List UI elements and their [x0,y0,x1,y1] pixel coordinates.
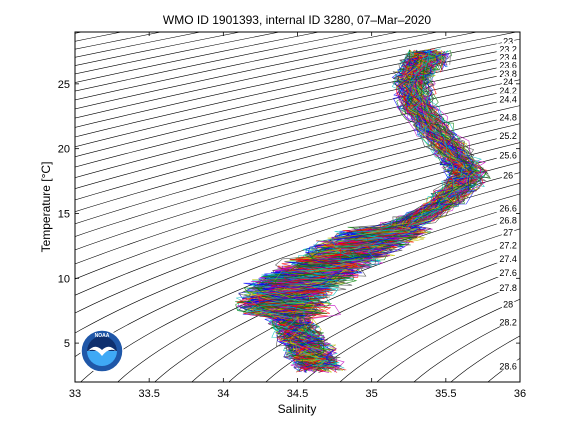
isopycnal-label-text: 28.6 [499,361,517,371]
isopycnal-label-25-6: 25.6 [497,149,520,160]
noaa-logo-icon: NOAA [81,330,123,372]
isopycnal-label-text: 27.4 [499,254,517,264]
x-tick-label: 35.5 [435,388,456,400]
x-tick-label: 34 [217,388,229,400]
isopycnal-label-26: 26 [502,170,514,181]
isopycnal-label-27-2: 27.2 [497,239,520,250]
isopycnal-label-text: 25.6 [499,150,517,160]
isopycnal-label-26-8: 26.8 [497,214,520,225]
isopycnal-label-text: 24.4 [499,94,517,104]
isopycnal-label-text: 25.2 [499,131,517,141]
y-tick-label: 10 [58,273,70,285]
isopycnal-label-28: 28 [502,299,514,310]
isopycnal-label-text: 27.8 [499,283,517,293]
isopycnal-label-25-2: 25.2 [497,130,520,141]
isopycnal-label-27-4: 27.4 [497,253,520,264]
y-tick-label: 15 [58,208,70,220]
y-axis-label: Temperature [°C] [39,162,53,253]
x-tick-label: 34.5 [287,388,308,400]
noaa-logo-text: NOAA [95,333,110,339]
isopycnal-label-text: 28.2 [499,317,517,327]
isopycnal-label-text: 24.8 [499,112,517,122]
isopycnal-label-24-8: 24.8 [497,111,520,122]
isopycnal-label-text: 26.8 [499,215,517,225]
isopycnal-label-28-2: 28.2 [497,316,520,327]
isopycnal-label-text: 27.6 [499,268,517,278]
isopycnal-label-26-6: 26.6 [497,203,520,214]
isopycnal-label-27-8: 27.8 [497,282,520,293]
y-tick-label: 20 [58,144,70,156]
isopycnal-label-text: 26.6 [499,204,517,214]
x-tick-label: 36 [514,388,526,400]
x-tick-label: 33.5 [138,388,159,400]
chart-title: WMO ID 1901393, internal ID 3280, 07–Mar… [163,13,431,27]
y-tick-label: 5 [64,338,70,350]
isopycnal-label-27: 27 [502,227,514,238]
isopycnal-label-text: 27 [503,228,513,238]
isopycnal-label-24-4: 24.4 [497,93,520,104]
isopycnal-labels: 2323.223.423.623.82424.224.424.825.225.6… [497,36,520,372]
isopycnal-label-text: 26 [503,171,513,181]
isopycnal-label-text: 28 [503,300,513,310]
y-tick-label: 25 [58,79,70,91]
x-tick-label: 35 [366,388,378,400]
isopycnal-label-27-6: 27.6 [497,267,520,278]
isopycnal-label-28-6: 28.6 [497,360,520,371]
x-tick-label: 33 [69,388,81,400]
isopycnal-label-text: 27.2 [499,240,517,250]
x-axis-label: Salinity [278,402,317,416]
